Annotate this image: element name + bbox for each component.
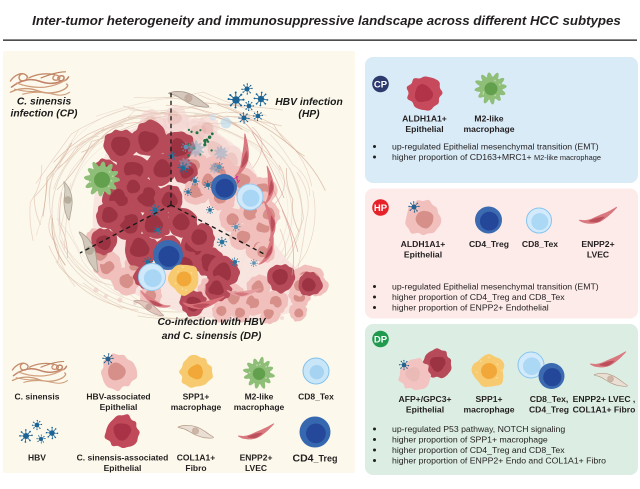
svg-text:HP: HP bbox=[374, 203, 388, 214]
svg-text:CD4_Treg: CD4_Treg bbox=[469, 239, 509, 249]
svg-text:macrophage: macrophage bbox=[171, 402, 222, 412]
svg-text:and C. sinensis (DP): and C. sinensis (DP) bbox=[162, 331, 262, 342]
svg-text:up-regulated P53 pathway, NOTC: up-regulated P53 pathway, NOTCH signalin… bbox=[392, 424, 565, 434]
svg-text:ALDH1A1+: ALDH1A1+ bbox=[401, 239, 446, 249]
svg-text:CD4_Treg: CD4_Treg bbox=[292, 453, 337, 465]
svg-text:ENPP2+: ENPP2+ bbox=[240, 453, 273, 463]
svg-text:higher proportion of CD163+MRC: higher proportion of CD163+MRC1+ M2-like… bbox=[392, 152, 601, 162]
svg-text:COL1A1+ Fibro: COL1A1+ Fibro bbox=[573, 405, 636, 415]
svg-text:CD8_Tex,: CD8_Tex, bbox=[530, 394, 569, 404]
svg-text:LVEC: LVEC bbox=[245, 463, 267, 473]
svg-text:higher proportion of ENPP2+ En: higher proportion of ENPP2+ Endothelial bbox=[392, 303, 549, 313]
svg-text:(HP): (HP) bbox=[298, 109, 320, 120]
svg-text:C. sinensis-associated: C. sinensis-associated bbox=[77, 453, 169, 463]
svg-text:Epithelial: Epithelial bbox=[405, 124, 443, 134]
svg-text:infection (CP): infection (CP) bbox=[11, 109, 78, 120]
svg-text:macrophage: macrophage bbox=[463, 405, 514, 415]
svg-text:HBV: HBV bbox=[28, 453, 46, 463]
svg-text:SPP1+: SPP1+ bbox=[476, 394, 503, 404]
svg-text:AFP+/GPC3+: AFP+/GPC3+ bbox=[398, 394, 451, 404]
svg-text:ENPP2+ LVEC ,: ENPP2+ LVEC , bbox=[573, 394, 636, 404]
svg-text:C. sinensis: C. sinensis bbox=[17, 97, 72, 108]
svg-text:CP: CP bbox=[374, 80, 388, 91]
svg-text:M2-like: M2-like bbox=[474, 114, 503, 124]
svg-text:HBV infection: HBV infection bbox=[275, 97, 343, 108]
svg-text:macrophage: macrophage bbox=[234, 402, 285, 412]
svg-text:M2-like: M2-like bbox=[245, 392, 274, 402]
svg-text:higher proportion of SPP1+ mac: higher proportion of SPP1+ macrophage bbox=[392, 435, 548, 445]
svg-text:CD8_Tex: CD8_Tex bbox=[298, 392, 334, 402]
svg-text:Epithelial: Epithelial bbox=[104, 463, 142, 473]
svg-text:Epithelial: Epithelial bbox=[100, 402, 138, 412]
svg-text:Epithelial: Epithelial bbox=[406, 405, 444, 415]
svg-text:Fibro: Fibro bbox=[185, 463, 206, 473]
svg-text:C. sinensis: C. sinensis bbox=[15, 392, 60, 402]
svg-text:CD8_Tex: CD8_Tex bbox=[522, 239, 558, 249]
svg-text:ENPP2+: ENPP2+ bbox=[581, 239, 614, 249]
svg-text:DP: DP bbox=[374, 335, 388, 346]
svg-text:macrophage: macrophage bbox=[463, 124, 514, 134]
svg-text:Co-infection with HBV: Co-infection with HBV bbox=[157, 317, 266, 328]
svg-text:up-regulated Epithelial mesenc: up-regulated Epithelial mesenchymal tran… bbox=[392, 282, 599, 292]
svg-text:LVEC: LVEC bbox=[587, 250, 609, 260]
svg-text:COL1A1+: COL1A1+ bbox=[177, 453, 216, 463]
svg-text:SPP1+: SPP1+ bbox=[183, 392, 210, 402]
svg-text:HBV-associated: HBV-associated bbox=[86, 392, 150, 402]
svg-text:Epithelial: Epithelial bbox=[404, 250, 442, 260]
svg-text:ALDH1A1+: ALDH1A1+ bbox=[402, 114, 447, 124]
svg-text:Inter-tumor heterogeneity and: Inter-tumor heterogeneity and immunosupp… bbox=[32, 13, 621, 28]
svg-text:higher proportion of CD4_Treg: higher proportion of CD4_Treg and CD8_Te… bbox=[392, 445, 565, 455]
svg-text:higher proportion of CD4_Treg: higher proportion of CD4_Treg and CD8_Te… bbox=[392, 292, 565, 302]
svg-text:higher proportion of ENPP2+ En: higher proportion of ENPP2+ Endo and COL… bbox=[392, 456, 606, 466]
svg-text:up-regulated Epithelial mesenc: up-regulated Epithelial mesenchymal tran… bbox=[392, 142, 599, 152]
svg-text:CD4_Treg: CD4_Treg bbox=[529, 405, 569, 415]
